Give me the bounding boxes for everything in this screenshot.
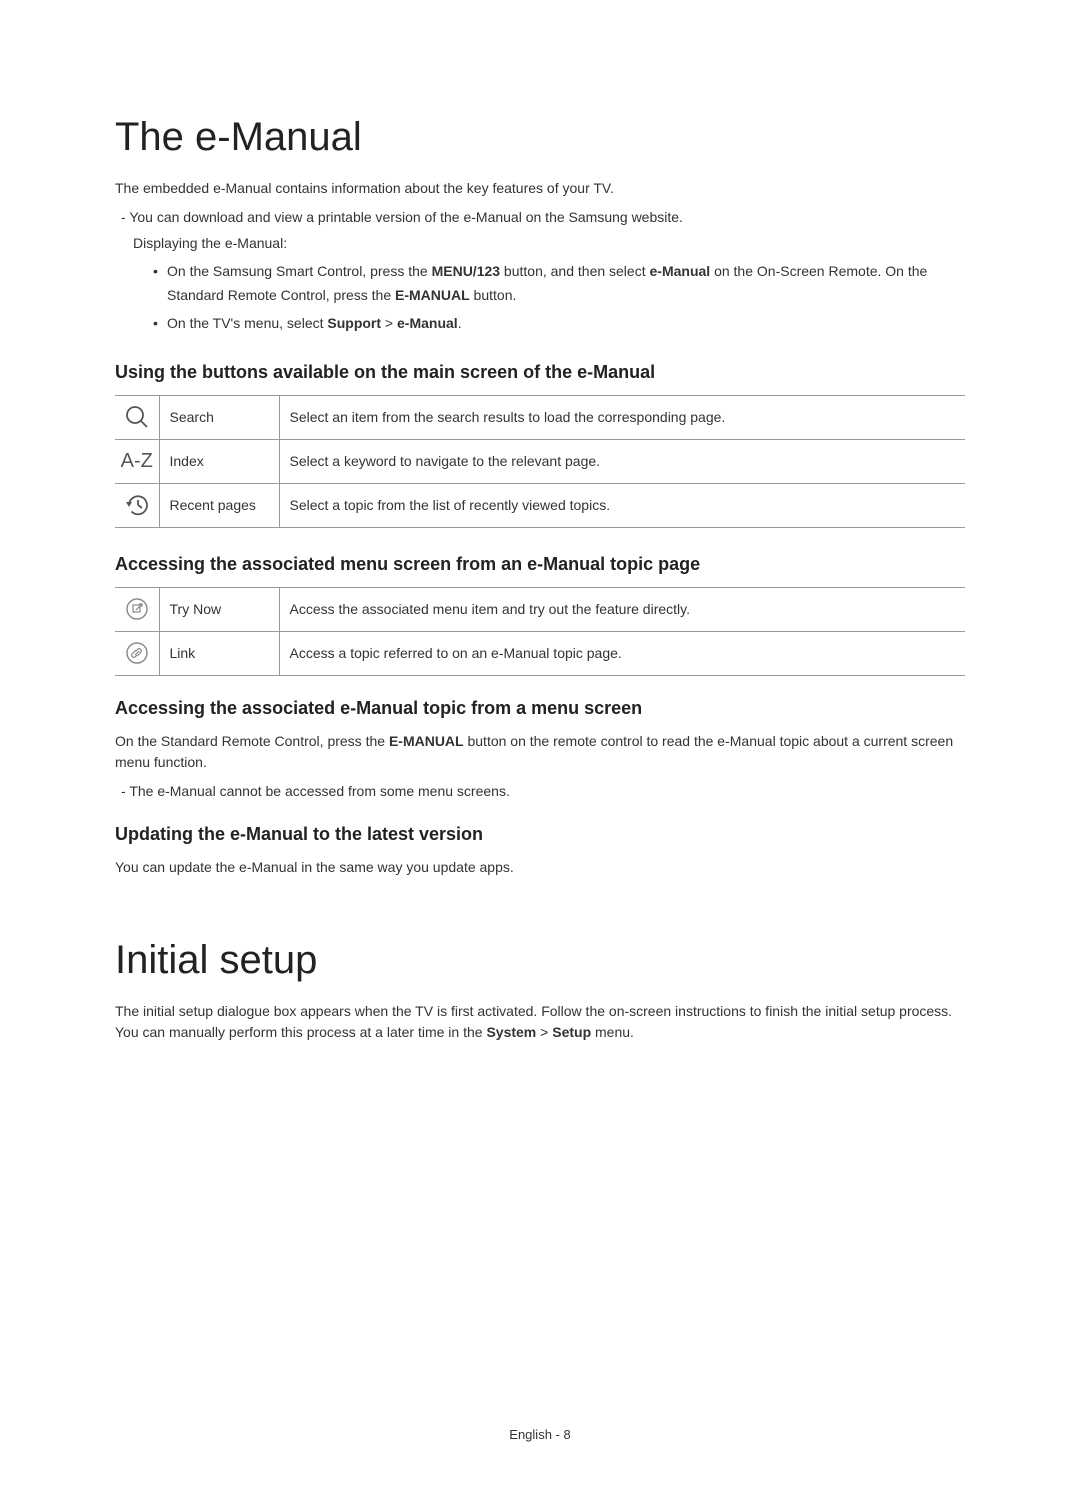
index-desc: Select a keyword to navigate to the rele… [279, 439, 965, 483]
table-row: Search Select an item from the search re… [115, 395, 965, 439]
try-now-icon [125, 597, 149, 621]
heading-menu-from-topic: Accessing the associated menu screen fro… [115, 554, 965, 575]
link-desc: Access a topic referred to on an e-Manua… [279, 631, 965, 675]
link-icon-cell [115, 631, 159, 675]
text-fragment: > [381, 315, 397, 331]
search-desc: Select an item from the search results t… [279, 395, 965, 439]
table-row: Recent pages Select a topic from the lis… [115, 483, 965, 527]
table-row: A-Z Index Select a keyword to navigate t… [115, 439, 965, 483]
text-fragment: On the Standard Remote Control, press th… [115, 733, 389, 749]
section-title-emanual: The e-Manual [115, 115, 965, 160]
bold-text: Support [327, 315, 381, 331]
p-topic-from-menu: On the Standard Remote Control, press th… [115, 731, 965, 773]
link-icon [125, 641, 149, 665]
index-icon-cell: A-Z [115, 439, 159, 483]
bold-text: E-MANUAL [395, 287, 470, 303]
index-label: Index [159, 439, 279, 483]
intro-text: The embedded e-Manual contains informati… [115, 178, 965, 199]
link-label: Link [159, 631, 279, 675]
bold-text: System [486, 1024, 536, 1040]
dash-download: You can download and view a printable ve… [115, 207, 965, 228]
recent-label: Recent pages [159, 483, 279, 527]
p-updating: You can update the e-Manual in the same … [115, 857, 965, 878]
bullet-smart-control: On the Samsung Smart Control, press the … [167, 260, 965, 308]
section-title-initial-setup: Initial setup [115, 938, 965, 983]
heading-updating: Updating the e-Manual to the latest vers… [115, 824, 965, 845]
text-fragment: button, and then select [500, 263, 649, 279]
trynow-label: Try Now [159, 587, 279, 631]
recent-desc: Select a topic from the list of recently… [279, 483, 965, 527]
p-initial-setup: The initial setup dialogue box appears w… [115, 1001, 965, 1043]
bold-text: MENU/123 [432, 263, 500, 279]
trynow-icon-cell [115, 587, 159, 631]
heading-buttons-main: Using the buttons available on the main … [115, 362, 965, 383]
displaying-label: Displaying the e-Manual: [115, 232, 965, 254]
table-row: Try Now Access the associated menu item … [115, 587, 965, 631]
text-fragment: > [536, 1024, 552, 1040]
heading-topic-from-menu: Accessing the associated e-Manual topic … [115, 698, 965, 719]
table-topic-buttons: Try Now Access the associated menu item … [115, 587, 965, 676]
bold-text: Setup [552, 1024, 591, 1040]
search-icon [124, 404, 150, 430]
az-icon: A-Z [121, 450, 153, 472]
text-fragment: On the TV's menu, select [167, 315, 327, 331]
trynow-desc: Access the associated menu item and try … [279, 587, 965, 631]
dash-cannot-access: The e-Manual cannot be accessed from som… [115, 781, 965, 802]
table-main-buttons: Search Select an item from the search re… [115, 395, 965, 528]
text-fragment: button. [470, 287, 517, 303]
search-icon-cell [115, 395, 159, 439]
bold-text: E-MANUAL [389, 733, 464, 749]
text-fragment: On the Samsung Smart Control, press the [167, 263, 432, 279]
display-bullets: On the Samsung Smart Control, press the … [115, 260, 965, 335]
recent-icon-cell [115, 483, 159, 527]
text-fragment: . [458, 315, 462, 331]
search-label: Search [159, 395, 279, 439]
page-footer: English - 8 [0, 1427, 1080, 1442]
bullet-tv-menu: On the TV's menu, select Support > e-Man… [167, 312, 965, 336]
table-row: Link Access a topic referred to on an e-… [115, 631, 965, 675]
recent-pages-icon [123, 492, 151, 518]
text-fragment: menu. [591, 1024, 634, 1040]
bold-text: e-Manual [397, 315, 458, 331]
bold-text: e-Manual [650, 263, 711, 279]
page-content: The e-Manual The embedded e-Manual conta… [0, 0, 1080, 1043]
